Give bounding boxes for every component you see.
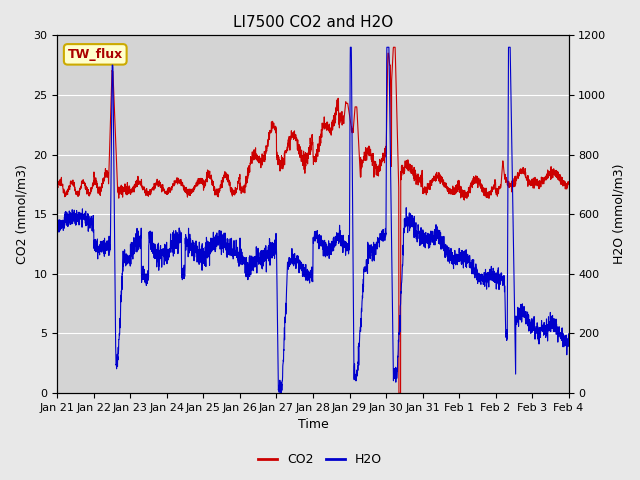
Text: TW_flux: TW_flux: [68, 48, 123, 61]
Y-axis label: CO2 (mmol/m3): CO2 (mmol/m3): [15, 164, 28, 264]
Legend: CO2, H2O: CO2, H2O: [253, 448, 387, 471]
Y-axis label: H2O (mmol/m3): H2O (mmol/m3): [612, 164, 625, 264]
Title: LI7500 CO2 and H2O: LI7500 CO2 and H2O: [233, 15, 393, 30]
X-axis label: Time: Time: [298, 419, 328, 432]
